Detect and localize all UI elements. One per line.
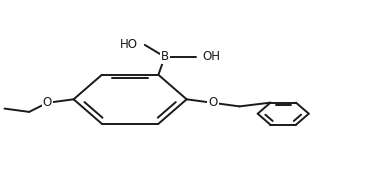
Text: HO: HO: [120, 38, 138, 50]
Text: O: O: [208, 96, 218, 109]
Text: OH: OH: [202, 50, 220, 63]
Text: B: B: [161, 50, 169, 63]
Text: O: O: [42, 96, 52, 109]
